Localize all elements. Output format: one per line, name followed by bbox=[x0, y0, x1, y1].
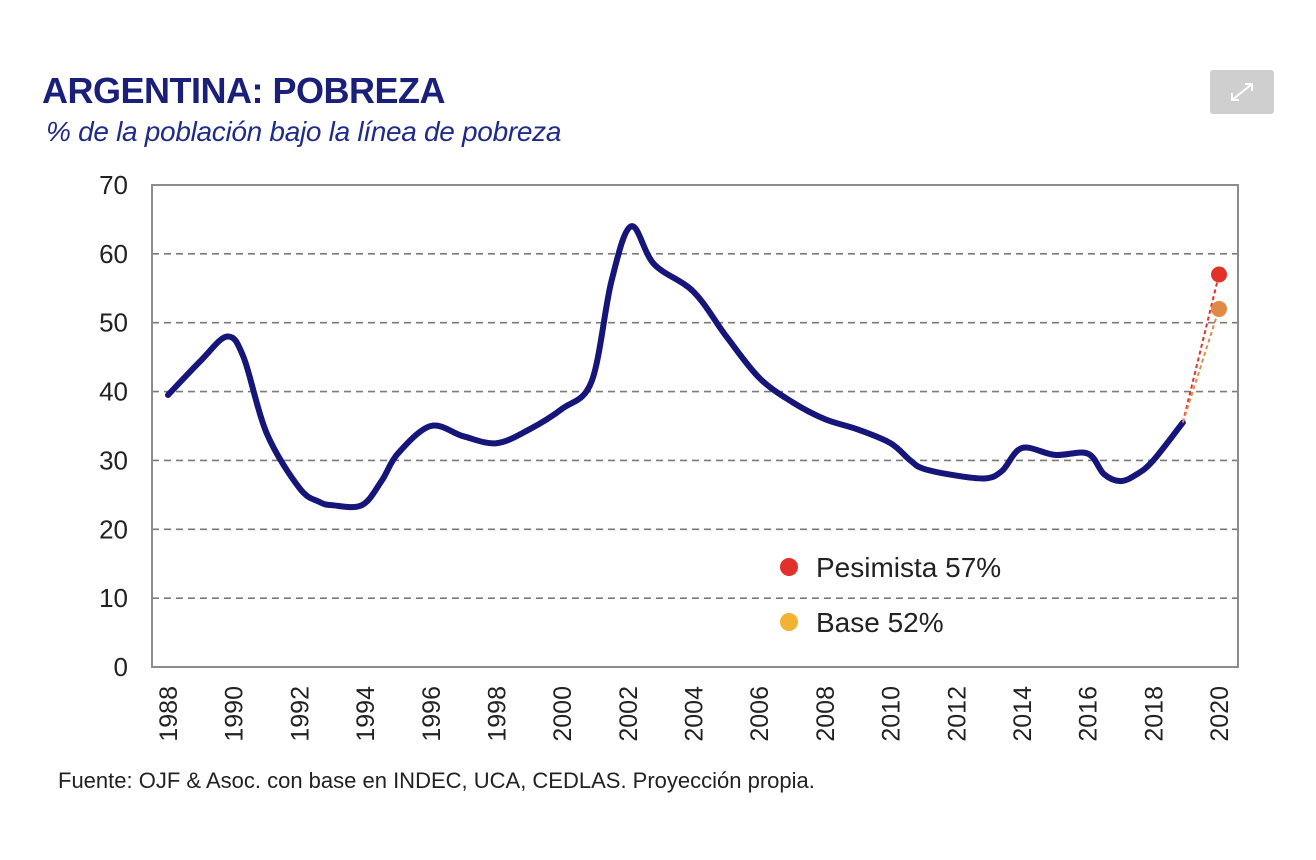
x-tick-label: 1996 bbox=[418, 686, 446, 742]
y-tick-label: 0 bbox=[114, 652, 128, 682]
x-tick-label: 2020 bbox=[1206, 686, 1234, 742]
projection-point bbox=[1211, 300, 1227, 317]
y-tick-label: 10 bbox=[99, 583, 128, 613]
x-tick-label: 1988 bbox=[155, 686, 183, 742]
x-tick-label: 1990 bbox=[221, 686, 249, 742]
x-tick-label: 2012 bbox=[943, 686, 971, 742]
plot-frame bbox=[151, 184, 1239, 668]
projection-point bbox=[1211, 266, 1227, 283]
x-tick-label: 1998 bbox=[483, 686, 511, 742]
x-tick-label: 2014 bbox=[1009, 686, 1037, 742]
chart-title: ARGENTINA: POBREZA bbox=[42, 70, 446, 111]
projection-line bbox=[1181, 274, 1220, 423]
expand-arrows-icon bbox=[1231, 83, 1253, 101]
x-tick-label: 2016 bbox=[1075, 686, 1103, 742]
x-tick-label: 2006 bbox=[746, 686, 774, 742]
projection-line bbox=[1181, 308, 1220, 423]
x-tick-label: 2008 bbox=[812, 686, 840, 742]
x-tick-label: 1994 bbox=[352, 686, 380, 742]
y-tick-label: 30 bbox=[99, 445, 128, 475]
expand-button[interactable] bbox=[1210, 70, 1274, 114]
poverty-series-line bbox=[165, 223, 1186, 511]
x-tick-label: 1992 bbox=[286, 686, 314, 742]
legend-label: Base 52% bbox=[816, 607, 944, 638]
x-tick-label: 2004 bbox=[681, 686, 709, 742]
x-tick-label: 2018 bbox=[1140, 686, 1168, 742]
source-note: Fuente: OJF & Asoc. con base en INDEC, U… bbox=[58, 768, 815, 793]
x-tick-label: 2010 bbox=[878, 686, 906, 742]
chart-subtitle: % de la población bajo la línea de pobre… bbox=[46, 116, 562, 147]
x-tick-label: 2000 bbox=[549, 686, 577, 742]
legend-marker bbox=[780, 613, 798, 631]
legend-marker bbox=[780, 558, 798, 576]
y-tick-label: 60 bbox=[99, 239, 128, 269]
x-tick-label: 2002 bbox=[615, 686, 643, 742]
y-tick-label: 70 bbox=[99, 170, 128, 200]
legend-label: Pesimista 57% bbox=[816, 552, 1001, 583]
y-tick-label: 20 bbox=[99, 514, 128, 544]
y-tick-label: 40 bbox=[99, 377, 128, 407]
y-tick-label: 50 bbox=[99, 308, 128, 338]
